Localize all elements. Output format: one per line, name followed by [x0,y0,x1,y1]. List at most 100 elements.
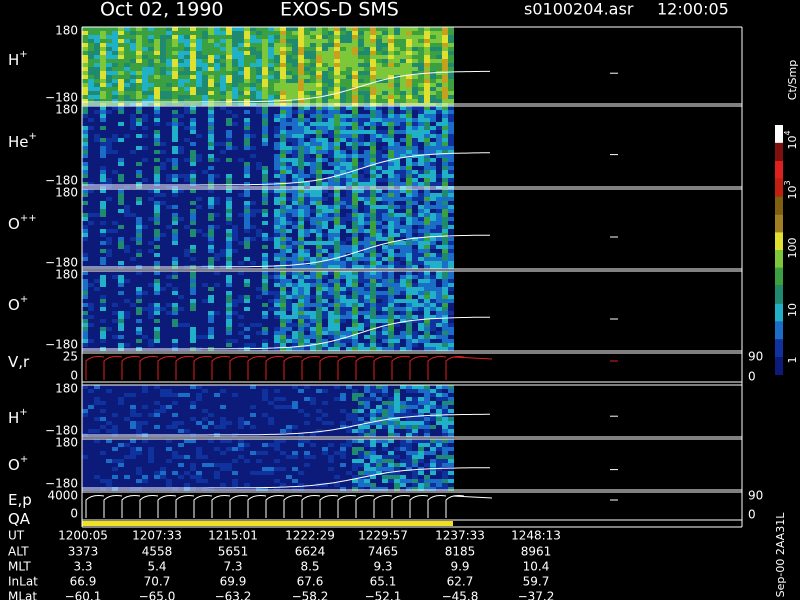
spectrogram-cell [244,225,250,229]
spectrogram-cell [250,55,256,59]
spectrogram-cell [280,43,286,47]
spectrogram-cell [322,95,328,99]
spectrogram-cell [322,261,328,265]
spectrogram-cell [304,130,310,134]
spectrogram-cell [394,126,400,130]
spectrogram-cell [358,197,364,201]
spectrogram-cell [82,327,88,331]
spectrogram-cell [82,307,88,311]
spectrogram-cell [442,130,448,134]
spectrogram-cell [214,114,220,118]
spectrogram-cell [298,299,304,303]
spectrogram-cell [250,162,256,166]
spectrogram-cell [184,91,190,95]
spectrogram-cell [124,134,130,138]
spectrogram-cell [388,91,394,95]
spectrogram-cell [358,110,364,114]
spectrogram-cell [244,59,250,63]
spectrogram-cell [316,75,322,79]
spectrogram-cell [88,178,94,182]
spectrogram-cell [448,166,454,170]
spectrogram-cell [388,134,394,138]
spectrogram-cell [412,106,418,110]
spectrogram-cell [358,106,364,110]
spectrogram-cell [82,299,88,303]
spectrogram-cell [292,201,298,205]
spectrogram-cell [328,233,334,237]
spectrogram-cell [94,118,100,122]
spectrogram-cell [388,103,394,107]
spectrogram-cell [388,83,394,87]
spectrogram-cell [418,126,424,130]
spectrogram-cell [424,118,430,122]
spectrogram-cell [316,55,322,59]
spectrogram-cell [268,63,274,67]
spectrogram-cell [190,283,196,287]
spectrogram-cell [130,55,136,59]
spectrogram-cell [172,55,178,59]
spectrogram-cell [304,79,310,83]
spectrogram-cell [352,291,358,295]
spectrogram-cell [442,87,448,91]
spectrogram-cell [394,237,400,241]
spectrogram-cell [298,134,304,138]
spectrogram-cell [364,27,370,31]
spectrogram-cell [388,217,394,221]
spectrogram-cell [364,178,370,182]
spectrogram-cell [328,225,334,229]
spectrogram-cell [172,253,178,257]
spectrogram-cell [412,186,418,190]
spectrogram-cell [124,99,130,103]
spectrogram-cell [142,158,148,162]
spectrogram-cell [370,323,376,327]
spectrogram-cell [184,319,190,323]
spectrogram-cell [328,287,334,291]
spectrogram-cell [430,55,436,59]
spectrogram-cell [274,150,280,154]
spectrogram-cell [310,213,316,217]
spectrogram-cell [238,197,244,201]
spectrogram-cell [268,59,274,63]
spectrogram-cell [178,225,184,229]
spectrogram-cell [406,233,412,237]
spectrogram-cell [406,99,412,103]
spectrogram-cell [130,146,136,150]
spectrogram-cell [256,221,262,225]
spectrogram-cell [190,31,196,35]
spectrogram-cell [220,295,226,299]
spectrogram-cell [340,291,346,295]
spectrogram-cell [268,166,274,170]
spectrogram-cell [82,71,88,75]
spectrogram-cell [232,287,238,291]
spectrogram-cell [274,134,280,138]
spectrogram-cell [184,307,190,311]
spectrogram-cell [226,67,232,71]
spectrogram-cell [400,79,406,83]
spectrogram-cell [370,229,376,233]
spectrogram-cell [400,331,406,335]
spectrogram-cell [232,283,238,287]
spectrogram-cell [346,279,352,283]
spectrogram-cell [142,182,148,186]
spectrogram-cell [388,249,394,253]
spectrogram-cell [82,287,88,291]
spectrogram-cell [388,59,394,63]
spectrogram-cell [100,63,106,67]
spectrogram-cell [382,182,388,186]
spectrogram-cell [262,118,268,122]
spectrogram-cell [112,197,118,201]
spectrogram-cell [400,174,406,178]
spectrogram-cell [256,347,262,351]
spectrogram-cell [442,257,448,261]
spectrogram-cell [88,193,94,197]
spectrogram-cell [352,170,358,174]
spectrogram-cell [148,67,154,71]
spectrogram-cell [382,197,388,201]
spectrogram-cell [166,166,172,170]
spectrogram-cell [316,122,322,126]
spectrogram-cell [370,209,376,213]
spectrogram-cell [112,146,118,150]
spectrogram-cell [88,233,94,237]
spectrogram-cell [328,59,334,63]
spectrogram-cell [370,51,376,55]
